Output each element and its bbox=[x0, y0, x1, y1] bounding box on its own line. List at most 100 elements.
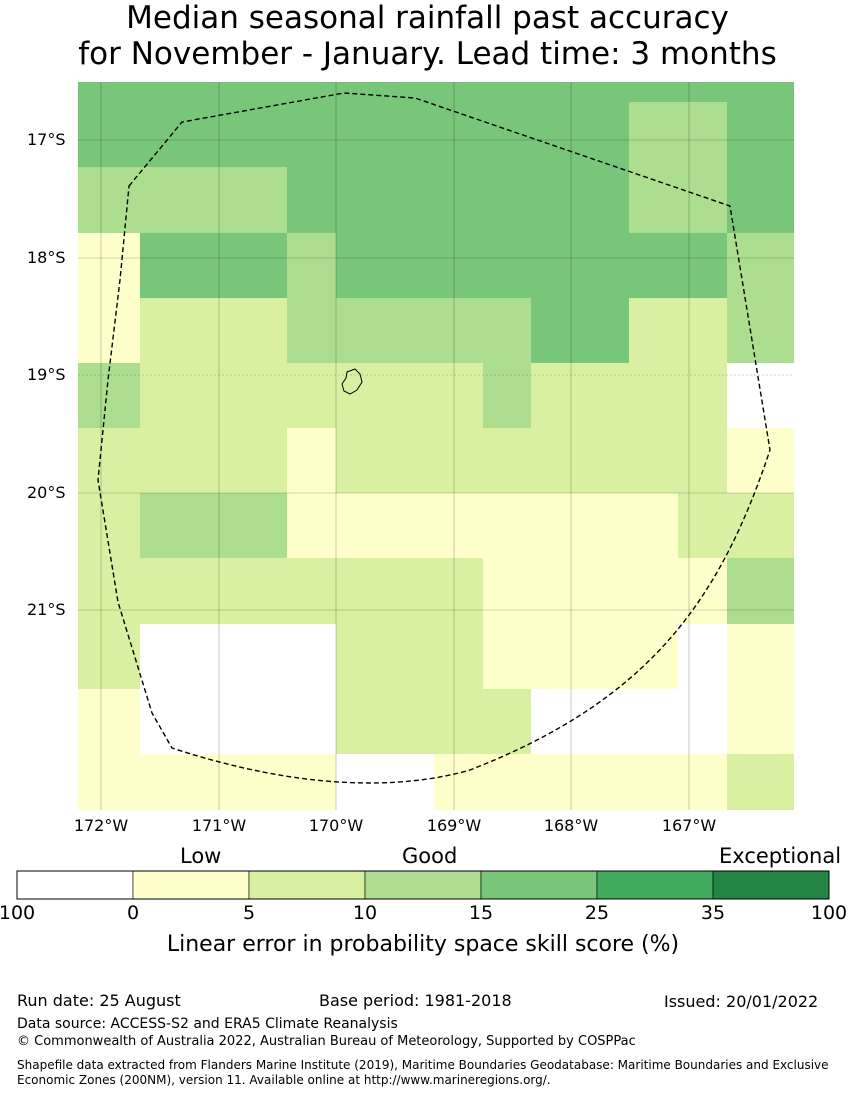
skill-cell bbox=[238, 428, 287, 493]
issued-date: Issued: 20/01/2022 bbox=[664, 992, 819, 1011]
skill-cell bbox=[727, 428, 794, 493]
lon-tick-label: 168°W bbox=[543, 816, 599, 835]
skill-cell bbox=[678, 689, 727, 754]
category-label-good: Good bbox=[402, 844, 458, 868]
skill-cell bbox=[678, 754, 727, 810]
skill-cell bbox=[727, 167, 794, 233]
skill-cell bbox=[140, 102, 238, 167]
skill-cell bbox=[531, 493, 629, 558]
skill-cell bbox=[483, 363, 531, 428]
skill-cell bbox=[531, 298, 629, 363]
skill-cell bbox=[678, 167, 727, 233]
skill-cell bbox=[78, 558, 140, 624]
skill-cell bbox=[140, 493, 238, 558]
colorbar-tick-label: 0 bbox=[126, 902, 140, 924]
skill-cell bbox=[531, 689, 629, 754]
skill-cell bbox=[336, 558, 434, 624]
skill-cell bbox=[336, 102, 434, 167]
skill-cell bbox=[483, 689, 531, 754]
lat-tick-label: 19°S bbox=[27, 365, 66, 384]
skill-cell bbox=[531, 233, 629, 298]
skill-cell bbox=[483, 428, 531, 493]
skill-cell bbox=[434, 363, 483, 428]
skill-cell bbox=[483, 493, 531, 558]
skill-cell bbox=[629, 754, 678, 810]
skill-cell bbox=[336, 363, 434, 428]
colorbar-segment bbox=[248, 870, 366, 900]
title-line-1: Median seasonal rainfall past accuracy bbox=[126, 0, 729, 36]
lon-tick-label: 172°W bbox=[73, 816, 129, 835]
skill-cell bbox=[287, 233, 336, 298]
skill-cell bbox=[140, 754, 238, 810]
skill-cell bbox=[287, 558, 336, 624]
skill-cell bbox=[727, 689, 794, 754]
skill-cell bbox=[629, 558, 678, 624]
skill-cell bbox=[727, 82, 794, 102]
skill-cell bbox=[727, 493, 794, 558]
skill-cell bbox=[78, 233, 140, 298]
skill-cell bbox=[238, 363, 287, 428]
skill-cell bbox=[140, 558, 238, 624]
skill-cell bbox=[336, 167, 434, 233]
skill-cell bbox=[434, 298, 483, 363]
skill-cell bbox=[678, 363, 727, 428]
skill-cell bbox=[531, 82, 629, 102]
graticule bbox=[78, 82, 794, 810]
skill-cell bbox=[434, 233, 483, 298]
skill-cell bbox=[78, 363, 140, 428]
skill-cell bbox=[531, 754, 629, 810]
base-period: Base period: 1981-2018 bbox=[319, 991, 512, 1010]
island-outline bbox=[341, 368, 363, 395]
chart-title: Median seasonal rainfall past accuracy f… bbox=[0, 0, 855, 72]
skill-cell bbox=[336, 233, 434, 298]
skill-cell bbox=[678, 428, 727, 493]
skill-cell bbox=[483, 298, 531, 363]
skill-cell bbox=[78, 689, 140, 754]
skill-cell bbox=[78, 102, 140, 167]
colorbar-frame bbox=[16, 870, 830, 900]
skill-cell bbox=[287, 167, 336, 233]
skill-cell bbox=[287, 298, 336, 363]
skill-cell bbox=[78, 82, 140, 102]
skill-cell bbox=[238, 624, 287, 689]
skill-cell bbox=[238, 167, 287, 233]
colorbar-tick-label: 100 bbox=[0, 902, 36, 924]
skill-cell bbox=[727, 754, 794, 810]
skill-cell bbox=[678, 82, 727, 102]
category-label-exceptional: Exceptional bbox=[719, 844, 842, 868]
lat-tick-label: 20°S bbox=[27, 483, 66, 502]
skill-cell bbox=[287, 493, 336, 558]
lon-tick-label: 169°W bbox=[426, 816, 482, 835]
skill-cell bbox=[531, 363, 629, 428]
skill-cell bbox=[434, 689, 483, 754]
skill-cell bbox=[287, 754, 336, 810]
colorbar-tick-label: 35 bbox=[700, 902, 726, 924]
colorbar-tick-label: 5 bbox=[242, 902, 256, 924]
skill-cell bbox=[678, 233, 727, 298]
skill-cell bbox=[531, 428, 629, 493]
colorbar-title: Linear error in probability space skill … bbox=[166, 932, 680, 957]
lat-tick-label: 17°S bbox=[27, 130, 66, 149]
skill-cell bbox=[483, 624, 531, 689]
skill-cell bbox=[140, 363, 238, 428]
skill-cell bbox=[434, 493, 483, 558]
colorbar-segment bbox=[596, 870, 714, 900]
skill-cell bbox=[140, 82, 238, 102]
colorbar-tick-label: 15 bbox=[468, 902, 494, 924]
skill-cell bbox=[434, 754, 483, 810]
skill-cell bbox=[678, 102, 727, 167]
skill-cell bbox=[531, 558, 629, 624]
skill-cell bbox=[287, 624, 336, 689]
skill-cell bbox=[238, 754, 287, 810]
title-line-2: for November - January. Lead time: 3 mon… bbox=[78, 36, 777, 72]
eez-boundary bbox=[97, 92, 771, 784]
lat-tick-label: 18°S bbox=[27, 248, 66, 267]
skill-cell bbox=[678, 298, 727, 363]
skill-cell bbox=[238, 102, 287, 167]
skill-cell bbox=[531, 624, 629, 689]
skill-cell bbox=[336, 624, 434, 689]
colorbar-segments bbox=[16, 870, 830, 900]
skill-cell bbox=[434, 624, 483, 689]
skill-cell bbox=[78, 754, 140, 810]
